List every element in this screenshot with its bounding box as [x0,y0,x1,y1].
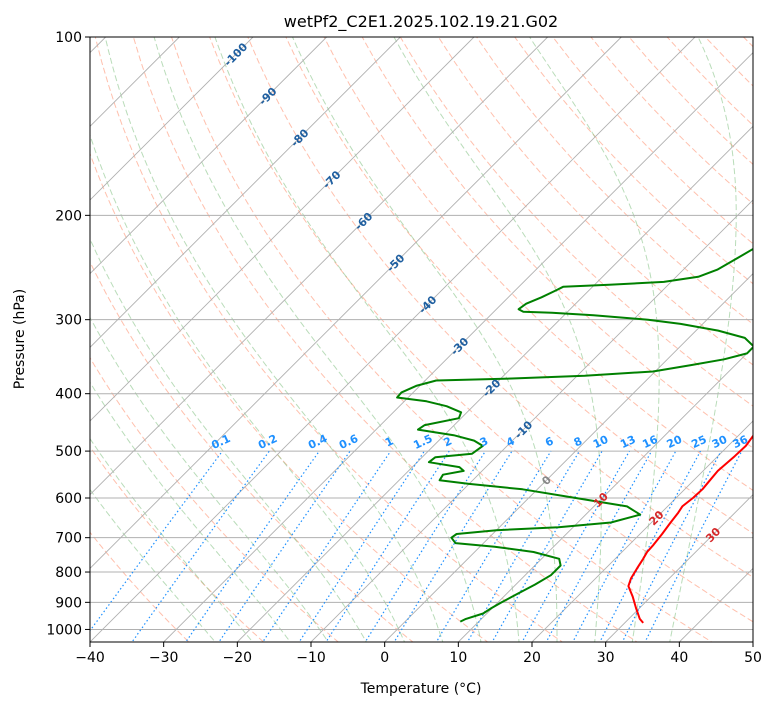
y-tick-label: 1000 [46,622,82,638]
dry-adiabat-line [247,37,753,578]
mixing-ratio-line [572,450,677,642]
x-tick-label: 40 [670,650,688,666]
dry-adiabat-line [132,37,638,642]
y-tick-label: 900 [55,595,82,611]
dry-adiabat-line [399,37,753,407]
x-tick-label: −20 [223,650,253,666]
isotherm-line [90,37,696,642]
dry-adiabat-line [285,37,753,535]
dry-adiabat-line [90,260,414,642]
chart-title: wetPf2_C2E1.2025.102.19.21.G02 [284,12,558,32]
isotherm-line [90,37,475,422]
x-tick-label: 10 [449,650,467,666]
y-tick-label: 700 [55,531,82,547]
x-tick-label: 0 [380,650,389,666]
mixing-ratio-label: 25 [689,433,708,451]
mixing-ratio-line [435,450,552,642]
mixing-ratio-line [131,450,270,642]
isotherm-line [90,37,254,201]
x-tick-label: 20 [523,650,541,666]
mixing-ratio-line [364,450,486,642]
y-tick-label: 300 [55,313,82,329]
dewpoint-profile-line [396,247,753,623]
dry-adiabat-line [361,37,753,449]
moist-adiabat-line [669,37,737,642]
x-tick-label: −10 [296,650,326,666]
isotherm-line [90,37,622,569]
mixing-ratio-label: 13 [618,433,637,451]
mixing-ratio-line [218,450,351,642]
dry-adiabat-line [90,152,489,642]
isotherm-line [90,37,401,348]
dry-adiabat-line [209,37,753,623]
mixing-ratio-line [262,450,392,642]
mixing-ratio-label: 10 [591,433,611,451]
y-tick-label: 200 [55,208,82,224]
y-tick-label: 500 [55,444,82,460]
isotherm-line [531,420,753,642]
y-tick-label: 400 [55,387,82,403]
mixing-ratio-label: 20 [665,433,685,451]
dry-adiabat-line [170,37,713,642]
isotherm-line [384,273,753,642]
temperature-profile-line [627,434,753,624]
dry-adiabat-line [476,37,753,325]
mixing-ratio-line [393,450,513,642]
x-tick-label: −40 [75,650,105,666]
isotherm-line [310,199,753,642]
isotherm-line [90,37,548,496]
moist-adiabat-line [214,37,520,642]
isotherm-line [163,52,753,642]
dry-adiabat-line [90,446,265,642]
mixing-ratio-label: 30 [710,433,730,451]
mixing-ratio-label: 36 [731,433,751,451]
y-tick-label: 100 [55,30,82,46]
mixing-ratio-line [298,450,425,642]
isotherm-line [458,346,753,642]
mixing-ratio-line [466,450,580,642]
isotherm-line [90,37,327,275]
isotherm-line [237,125,753,642]
dry-adiabat-line [94,37,564,642]
x-tick-label: 30 [597,650,615,666]
y-tick-label: 600 [55,491,82,507]
x-tick-label: −30 [149,650,179,666]
mixing-ratio-line [325,450,450,642]
y-axis-label: Pressure (hPa) [12,289,28,389]
plot-frame [89,36,754,643]
mixing-ratio-line [545,450,653,642]
mixing-ratio-label: 16 [640,433,660,451]
isotherm-line [605,494,753,642]
x-axis-label: Temperature (°C) [360,681,482,697]
x-tick-label: 50 [744,650,762,666]
mixing-ratio-line [491,450,603,642]
y-tick-label: 800 [55,565,82,581]
